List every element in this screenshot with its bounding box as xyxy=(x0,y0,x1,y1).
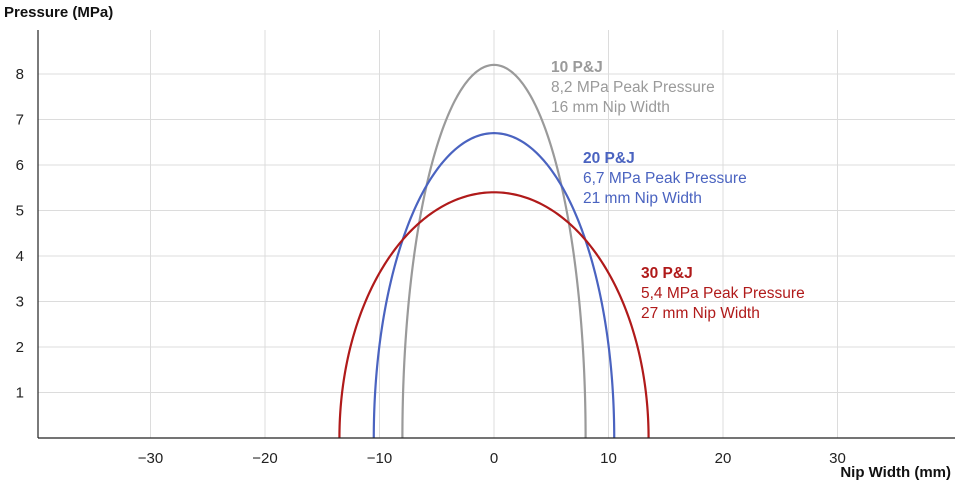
series-annotation-line: 8,2 MPa Peak Pressure xyxy=(551,79,715,96)
series-curves xyxy=(338,63,650,439)
y-tick-label: 8 xyxy=(16,66,24,83)
series-annotation-title: 30 P&J xyxy=(641,265,693,282)
x-tick-label: 10 xyxy=(600,450,617,467)
x-tick-label: −10 xyxy=(367,450,392,467)
series-annotation-title: 10 P&J xyxy=(551,59,603,76)
series-annotation-line: 6,7 MPa Peak Pressure xyxy=(583,170,747,187)
series-annotation-line: 16 mm Nip Width xyxy=(551,99,670,116)
y-tick-label: 7 xyxy=(16,112,24,129)
y-tick-label: 1 xyxy=(16,385,24,402)
axes xyxy=(37,30,955,439)
series-line-3 xyxy=(338,191,650,439)
series-line-2 xyxy=(372,132,616,439)
y-tick-label: 6 xyxy=(16,157,24,174)
annotations: 10 P&J 8,2 MPa Peak Pressure 16 mm Nip Wid… xyxy=(551,59,805,322)
y-tick-label: 4 xyxy=(16,248,24,265)
x-tick-label: 30 xyxy=(829,450,846,467)
y-axis-label: Pressure (MPa) xyxy=(4,4,113,21)
series-annotation-line: 27 mm Nip Width xyxy=(641,305,760,322)
y-tick-label: 2 xyxy=(16,339,24,356)
y-tick-label: 5 xyxy=(16,203,24,220)
series-annotation-title: 20 P&J xyxy=(583,150,635,167)
x-tick-label: −30 xyxy=(138,450,163,467)
grid xyxy=(38,30,955,438)
x-tick-label: 0 xyxy=(490,450,498,467)
series-line-1 xyxy=(401,63,587,439)
y-tick-label: 3 xyxy=(16,294,24,311)
x-tick-label: 20 xyxy=(715,450,732,467)
series-annotation-line: 21 mm Nip Width xyxy=(583,190,702,207)
x-axis-label: Nip Width (mm) xyxy=(840,464,951,481)
x-tick-label: −20 xyxy=(252,450,277,467)
tick-labels: −30 −20 −10 0 10 20 30 1 2 3 4 5 6 7 8 xyxy=(16,66,846,467)
series-annotation-line: 5,4 MPa Peak Pressure xyxy=(641,285,805,302)
